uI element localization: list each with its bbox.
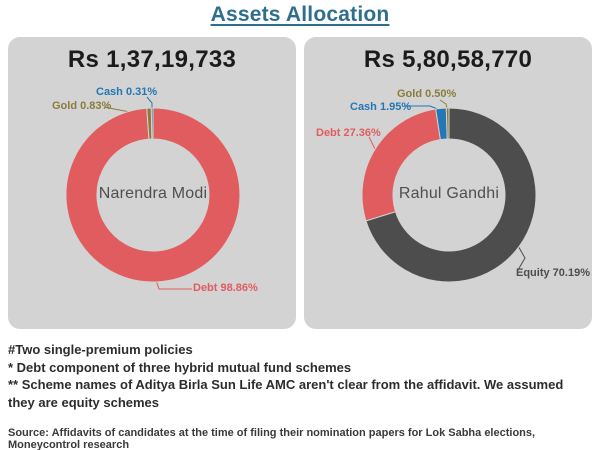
footnote-line: #Two single-premium policies [8,342,193,357]
donut-slice-gold [445,107,450,140]
leader-line-debt [368,136,376,150]
leader-line-gold [439,99,448,109]
slice-label-debt: Debt 27.36% [316,127,381,139]
footnote-line: ** Scheme names of Aditya Birla Sun Life… [8,377,564,410]
donut-chart-narendra-modi [65,96,241,290]
donut-slice-equity [365,107,537,283]
panel-narendra-modi: Rs 1,37,19,733 Cash 0.31% Gold 0.83% Deb… [8,37,296,329]
footnote-line: * Debt component of three hybrid mutual … [8,359,352,375]
donut-slice-debt [361,108,441,222]
slice-label-debt: Debt 98.86% [193,282,258,294]
donut-slice-debt [65,107,241,283]
page-title[interactable]: Assets Allocation [210,3,390,26]
leader-line-equity [516,243,526,271]
footnotes: #Two single-premium policies * Debt comp… [8,341,592,411]
slice-label-cash: Cash 0.31% [96,86,158,98]
donut-chart-rahul-gandhi [361,99,537,283]
total-assets-value: Rs 5,80,58,770 [363,46,533,73]
slice-label-gold: Gold 0.83% [52,100,112,112]
slice-label-cash: Cash 1.95% [350,101,412,113]
slice-label-gold: Gold 0.50% [397,88,457,100]
source-attribution: Source: Affidavits of candidates at the … [8,427,536,450]
leader-line-debt [155,279,192,290]
donut-slice-cash [150,107,154,140]
slice-label-equity: Equity 70.19% [516,267,590,279]
candidate-name: Rahul Gandhi [398,185,500,202]
total-assets-value: Rs 1,37,19,733 [67,46,237,73]
panel-rahul-gandhi: Rs 5,80,58,770 Gold 0.50% Cash 1.95% Deb… [304,37,592,329]
leader-line-cash [146,96,153,108]
candidate-name: Narendra Modi [98,185,208,202]
